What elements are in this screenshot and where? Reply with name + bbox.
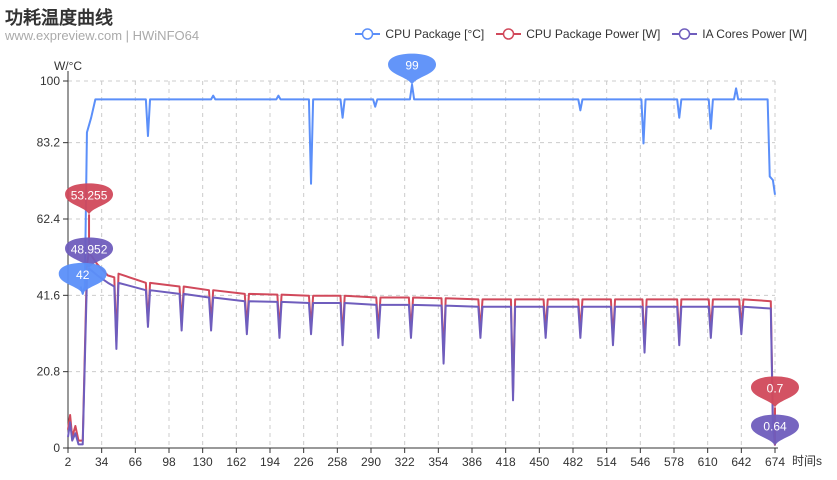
legend-label: IA Cores Power [W] — [702, 27, 807, 41]
x-tick-label: 162 — [226, 455, 246, 469]
x-tick-label: 386 — [462, 455, 482, 469]
x-tick-label: 322 — [395, 455, 415, 469]
legend-marker-icon — [355, 28, 381, 40]
y-tick-label: 83.2 — [37, 136, 61, 150]
chart-subtitle: www.expreview.com | HWiNFO64 — [5, 28, 200, 43]
max-marker-label: 53.255 — [71, 188, 108, 202]
y-tick-label: 62.4 — [37, 212, 61, 226]
min-marker-pin — [751, 376, 799, 408]
chart-title: 功耗温度曲线 — [5, 8, 113, 28]
series-line-2 — [67, 267, 776, 446]
legend-label: CPU Package [°C] — [385, 27, 485, 41]
x-tick-label: 226 — [294, 455, 314, 469]
x-tick-label: 482 — [563, 455, 583, 469]
x-tick-label: 546 — [630, 455, 650, 469]
legend-item[interactable]: IA Cores Power [W] — [672, 27, 807, 41]
x-tick-label: 34 — [95, 455, 109, 469]
y-axis-label: W/°C — [54, 59, 82, 73]
x-tick-label: 642 — [731, 455, 751, 469]
legend-marker-icon — [496, 28, 522, 40]
legend-label: CPU Package Power [W] — [526, 27, 661, 41]
x-tick-label: 354 — [428, 455, 448, 469]
legend-item[interactable]: CPU Package [°C] — [355, 27, 484, 41]
x-axis-label: 时间s — [792, 454, 822, 468]
max-marker-pin — [388, 53, 437, 85]
x-tick-label: 194 — [260, 455, 280, 469]
x-tick-label: 674 — [765, 455, 785, 469]
x-tick-label: 290 — [361, 455, 381, 469]
x-tick-label: 66 — [129, 455, 143, 469]
legend-marker-icon — [672, 28, 698, 40]
y-tick-label: 100 — [40, 74, 60, 88]
x-tick-label: 578 — [664, 455, 684, 469]
x-tick-label: 450 — [529, 455, 549, 469]
max-marker-label: 99 — [405, 59, 419, 73]
x-tick-label: 258 — [327, 455, 347, 469]
x-tick-label: 418 — [496, 455, 516, 469]
min-marker-label: 42 — [76, 268, 90, 282]
legend: CPU Package [°C] CPU Package Power [W] IA … — [355, 27, 807, 41]
series-line-1 — [67, 251, 776, 446]
legend-item[interactable]: CPU Package Power [W] — [496, 27, 660, 41]
min-marker-label: 0.64 — [763, 420, 787, 434]
y-tick-label: 0 — [53, 441, 60, 455]
x-tick-label: 98 — [162, 455, 176, 469]
y-tick-label: 41.6 — [37, 288, 61, 302]
y-tick-label: 20.8 — [37, 365, 61, 379]
min-marker-pin — [58, 262, 107, 294]
x-tick-label: 610 — [698, 455, 718, 469]
max-marker-label: 48.952 — [71, 243, 108, 257]
x-tick-label: 130 — [193, 455, 213, 469]
x-tick-label: 2 — [65, 455, 72, 469]
min-marker-label: 0.7 — [767, 381, 784, 395]
x-tick-label: 514 — [597, 455, 617, 469]
max-marker-pin — [65, 237, 114, 269]
series-line-0 — [79, 83, 776, 295]
min-marker-pin — [751, 414, 799, 446]
max-marker-pin — [65, 183, 114, 215]
